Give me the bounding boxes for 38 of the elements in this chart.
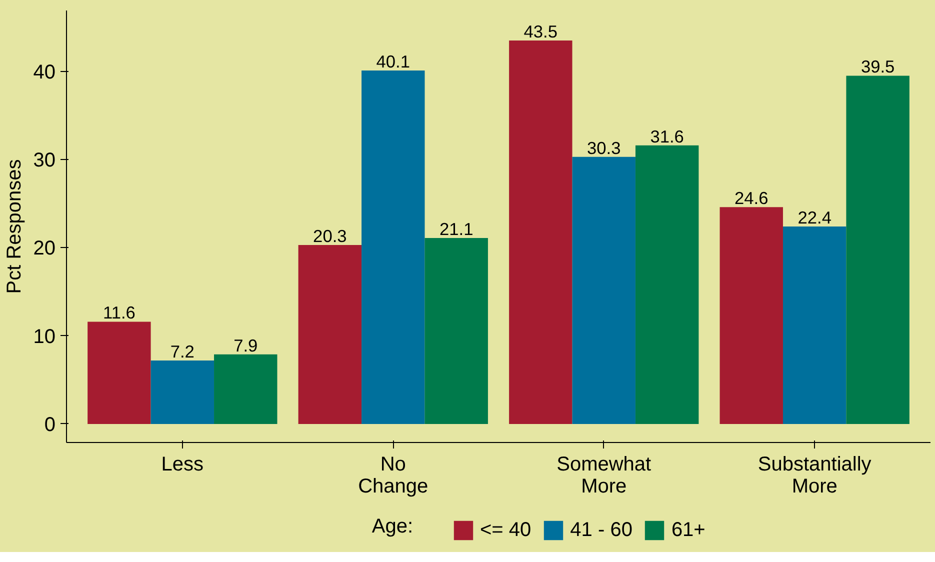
bar (362, 70, 425, 424)
bar (88, 322, 151, 424)
bar (635, 145, 699, 424)
bar (298, 245, 362, 424)
y-tick-label: 30 (33, 149, 56, 172)
data-label: 30.3 (587, 138, 621, 158)
bar (720, 207, 783, 424)
y-tick-label: 0 (44, 414, 56, 436)
y-axis-title: Pct Responses (3, 159, 26, 294)
bar (509, 40, 572, 424)
data-label: 11.6 (102, 302, 136, 323)
x-tick-label: No Change (358, 454, 428, 498)
bar (782, 226, 846, 424)
bar (846, 76, 910, 424)
data-label: 43.5 (524, 21, 558, 42)
legend-title: Age: (372, 516, 414, 538)
y-tick-label: 10 (33, 326, 56, 348)
legend-label: <= 40 (480, 518, 532, 542)
data-label: 22.4 (798, 208, 832, 228)
bar (424, 238, 488, 424)
bar (572, 156, 636, 424)
data-label: 39.5 (860, 56, 895, 77)
x-tick-label: Somewhat More (556, 454, 652, 498)
x-tick-label: Substantially More (758, 454, 872, 498)
data-label: 20.3 (313, 226, 347, 246)
legend-label: 61+ (671, 518, 706, 542)
bar (214, 354, 278, 424)
data-label: 31.6 (650, 126, 684, 146)
data-label: 21.1 (439, 218, 474, 239)
bar (150, 360, 214, 424)
y-tick-label: 20 (33, 238, 56, 260)
x-tick-label: Less (161, 454, 204, 476)
data-label: 7.2 (170, 342, 194, 362)
legend-label: 41 - 60 (570, 518, 632, 542)
data-label: 24.6 (734, 188, 768, 208)
data-label: 7.9 (234, 335, 258, 356)
y-tick-label: 40 (33, 61, 56, 84)
data-label: 40.1 (376, 51, 410, 72)
